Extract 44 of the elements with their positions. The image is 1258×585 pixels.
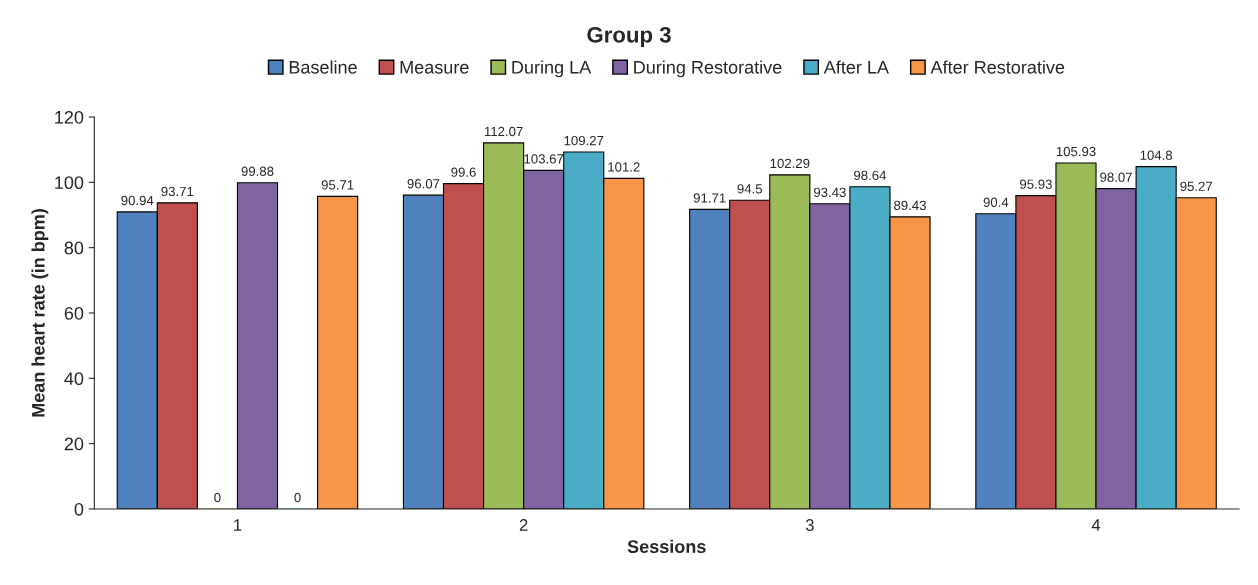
data-label: 93.71 — [161, 186, 194, 197]
x-tick-label: 1 — [234, 519, 242, 531]
y-tick-label: 40 — [64, 372, 84, 386]
y-tick-label: 100 — [55, 176, 84, 190]
y-tick-label: 20 — [64, 437, 84, 451]
data-label: 0 — [214, 492, 221, 503]
data-label: 101.2 — [608, 162, 640, 172]
legend-label: After Restorative — [930, 60, 1065, 74]
data-label: 102.29 — [770, 158, 810, 169]
data-label: 93.43 — [813, 187, 846, 198]
y-tick-label: 60 — [64, 306, 84, 320]
data-label: 95.27 — [1180, 181, 1213, 191]
legend-label: During LA — [512, 60, 592, 78]
x-axis-title: Sessions — [627, 539, 706, 554]
data-label: 99.6 — [451, 167, 476, 177]
data-label: 95.71 — [321, 180, 354, 190]
y-tick-label: 120 — [55, 110, 84, 124]
y-axis-title: Mean heart rate (in bpm) — [31, 209, 49, 417]
data-label: 105.93 — [1056, 146, 1096, 157]
data-label: 96.07 — [407, 179, 440, 189]
chart-title: Group 3 — [587, 26, 671, 48]
x-tick-label: 2 — [519, 519, 528, 531]
data-label: 90.4 — [983, 197, 1009, 207]
data-label: 98.07 — [1100, 172, 1132, 182]
data-label: 89.43 — [894, 200, 926, 211]
data-label: 95.93 — [1020, 179, 1052, 189]
data-label: 94.5 — [737, 184, 763, 194]
data-label: 0 — [294, 492, 301, 503]
x-tick-label: 3 — [805, 519, 814, 531]
data-label: 90.94 — [121, 195, 154, 206]
legend-label: Baseline — [289, 60, 357, 74]
data-label: 112.07 — [484, 126, 523, 137]
data-label: 104.8 — [1140, 150, 1173, 160]
data-label: 109.27 — [564, 135, 604, 146]
legend-label: During Restorative — [634, 60, 782, 78]
x-tick-label: 4 — [1091, 519, 1101, 531]
legend-label: Measure — [400, 61, 469, 74]
data-label: 99.88 — [241, 166, 274, 176]
y-tick-label: 80 — [64, 241, 84, 255]
legend-label: After LA — [823, 60, 889, 74]
data-label: 91.71 — [693, 193, 726, 203]
data-label: 98.64 — [854, 170, 887, 180]
data-label: 103.67 — [524, 154, 564, 164]
y-tick-label: 0 — [74, 502, 84, 516]
